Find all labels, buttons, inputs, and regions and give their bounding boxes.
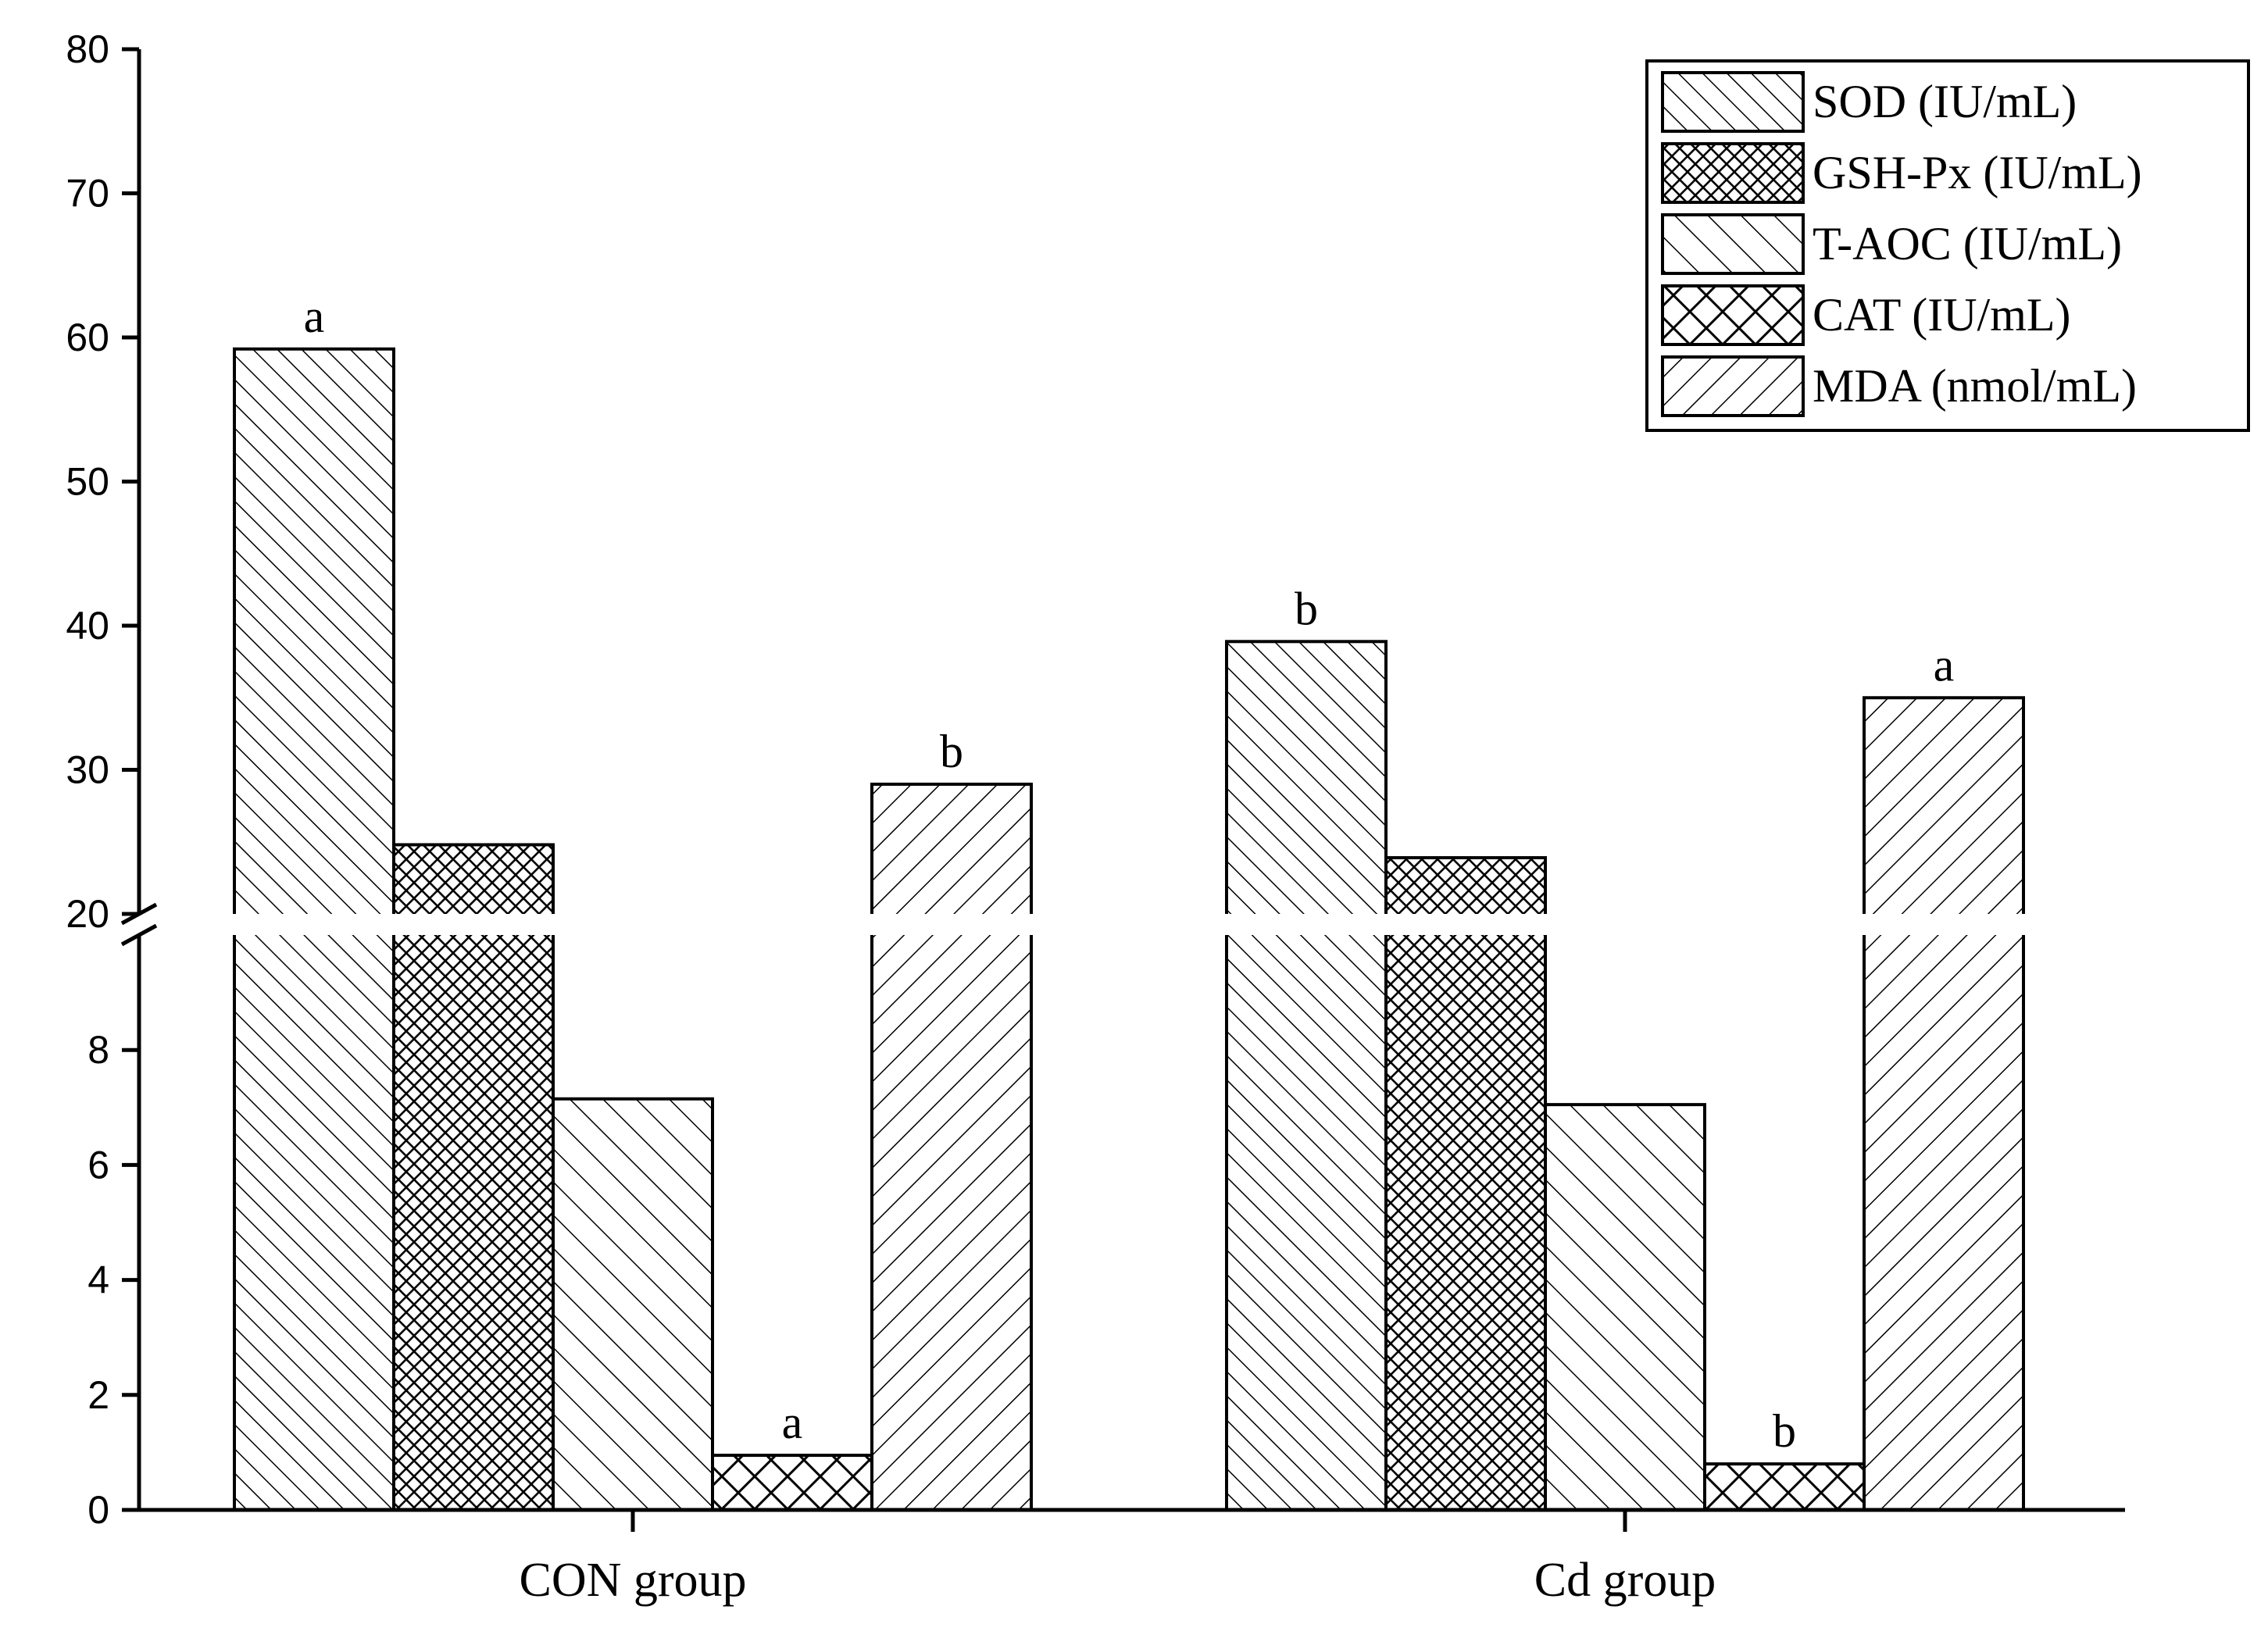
axis-break-gap — [0, 914, 2125, 935]
y-tick-label: 70 — [66, 172, 109, 216]
y-tick-label: 60 — [66, 316, 109, 359]
y-tick-label: 40 — [66, 604, 109, 648]
bar — [552, 1097, 714, 1511]
y-tick-label: 2 — [88, 1373, 109, 1417]
significance-letter: b — [940, 726, 963, 777]
bar — [1384, 856, 1547, 1512]
legend-items: SOD (IU/mL) GSH-Px (IU/mL) T-AOC (IU/mL) CA… — [1661, 71, 2142, 417]
significance-letter: a — [1934, 639, 1955, 691]
y-tick-label: 30 — [66, 748, 109, 792]
significance-letter: a — [304, 291, 325, 342]
bar — [1544, 1103, 1706, 1511]
x-category-label: Cd group — [1534, 1554, 1716, 1607]
legend-swatch — [1661, 355, 1805, 417]
y-tick-label: 4 — [88, 1258, 109, 1302]
significance-letter: b — [1295, 583, 1318, 634]
legend: SOD (IU/mL) GSH-Px (IU/mL) T-AOC (IU/mL) CA… — [1645, 59, 2250, 432]
y-tick-label: 6 — [88, 1143, 109, 1187]
y-tick-label: 50 — [66, 460, 109, 504]
y-tick-label: 20 — [66, 892, 109, 936]
legend-swatch — [1661, 142, 1805, 204]
break-mark — [120, 923, 158, 947]
bar — [1863, 696, 2025, 1511]
legend-swatch — [1661, 284, 1805, 346]
significance-letter: a — [782, 1397, 803, 1448]
legend-label: CAT (IU/mL) — [1813, 289, 2071, 341]
legend-label: T-AOC (IU/mL) — [1813, 218, 2122, 269]
legend-swatch — [1661, 71, 1805, 133]
y-tick-label: 0 — [88, 1488, 109, 1532]
bar — [1703, 1462, 1866, 1511]
legend-swatch — [1661, 213, 1805, 275]
y-tick-label: 80 — [66, 27, 109, 71]
bar — [870, 782, 1033, 1511]
y-tick-label: 8 — [88, 1028, 109, 1072]
x-category-label: CON group — [519, 1554, 746, 1607]
legend-label: GSH-Px (IU/mL) — [1813, 147, 2142, 198]
legend-label: SOD (IU/mL) — [1813, 76, 2077, 127]
bar — [1225, 640, 1388, 1511]
bar — [392, 843, 555, 1511]
axis-break — [0, 914, 2125, 935]
axes: 0 2 4 6 8 20 30 40 50 60 70 80 CON group Cd group — [66, 27, 2125, 1607]
significance-letter: b — [1773, 1405, 1796, 1457]
bars-layer — [233, 347, 2025, 1512]
bar — [711, 1454, 873, 1511]
legend-label: MDA (nmol/mL) — [1813, 360, 2137, 412]
labels-layer: a b a b b a — [304, 291, 1955, 1457]
